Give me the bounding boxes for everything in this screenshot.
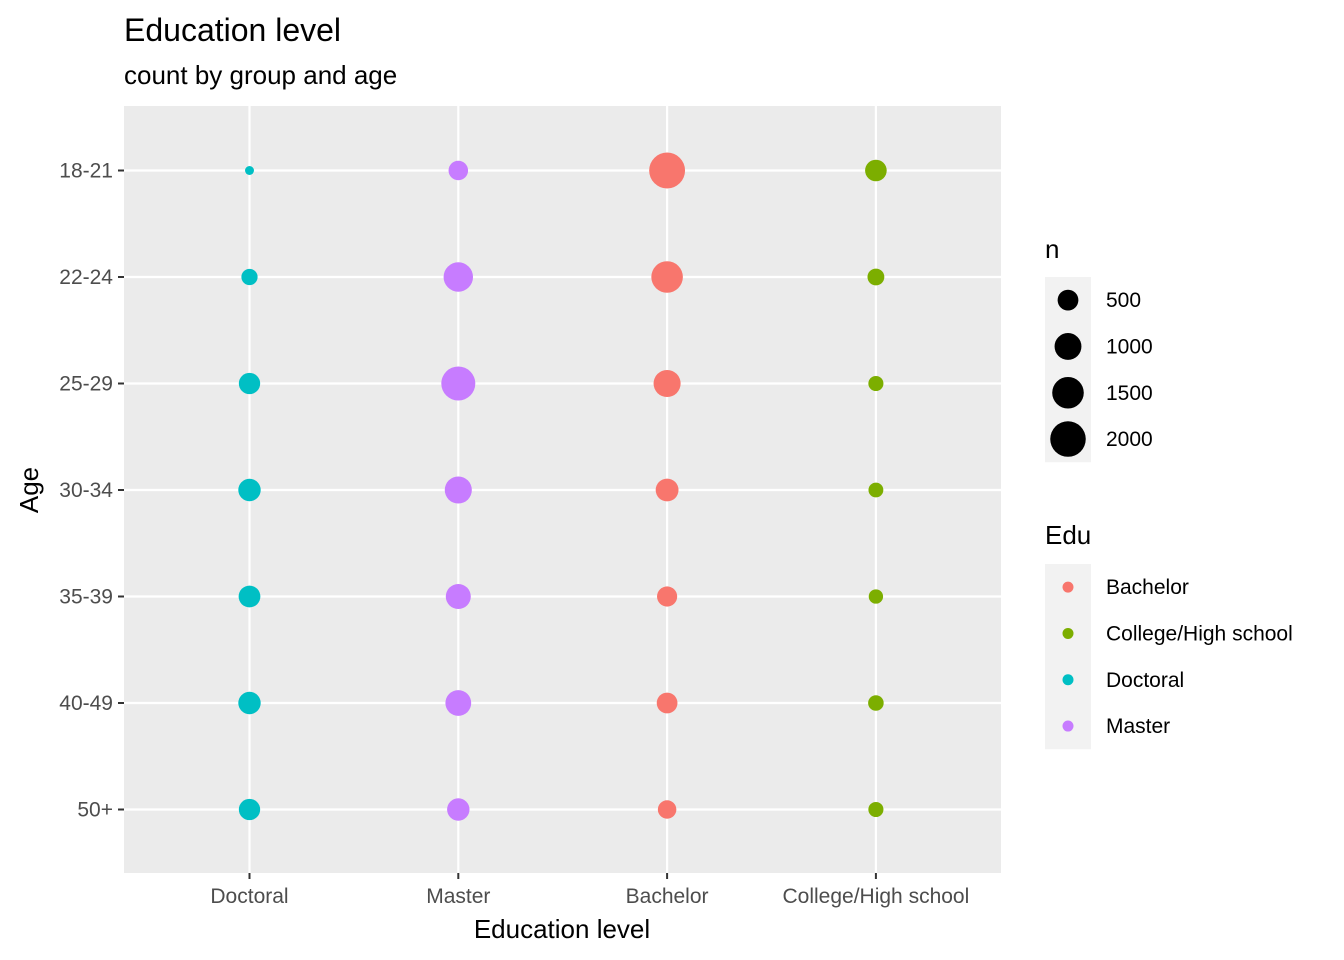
data-point (868, 695, 884, 711)
data-point (444, 476, 472, 504)
data-point (657, 586, 678, 607)
data-point (238, 372, 261, 395)
data-point (448, 160, 469, 181)
x-tick-label: Doctoral (210, 885, 288, 908)
y-tick-label: 50+ (77, 799, 113, 822)
data-point (651, 261, 683, 293)
x-tick-label: College/High school (783, 885, 970, 908)
size-legend-label: 1500 (1106, 382, 1153, 405)
y-axis-title: Age (14, 467, 44, 513)
data-point (441, 366, 476, 401)
y-tick-label: 40-49 (59, 692, 113, 715)
y-tick-label: 25-29 (59, 373, 113, 396)
y-tick-label: 35-39 (59, 586, 113, 609)
data-point (868, 801, 884, 818)
chart-subtitle: count by group and age (124, 60, 397, 90)
size-legend-label: 500 (1106, 289, 1141, 312)
size-legend-title: n (1045, 234, 1059, 264)
color-legend-label: Doctoral (1106, 669, 1184, 692)
data-point (238, 798, 261, 821)
data-point (868, 375, 884, 392)
y-tick-label: 22-24 (59, 266, 113, 289)
data-point (241, 268, 258, 286)
x-tick-label: Bachelor (626, 885, 709, 908)
color-legend-key-background (1045, 564, 1091, 750)
color-legend: Bachelor College/High school Doctoral Maste… (1045, 564, 1293, 750)
data-point (657, 800, 677, 819)
size-legend: 500 1000 1500 2000 (1045, 277, 1153, 463)
data-point (868, 589, 884, 604)
color-legend-key (1062, 720, 1074, 732)
data-point (655, 478, 679, 502)
color-legend-key (1062, 627, 1074, 639)
data-point (653, 369, 681, 398)
data-point (447, 798, 470, 821)
data-point (868, 482, 884, 498)
size-legend-label: 2000 (1106, 428, 1153, 451)
size-legend-key (1052, 376, 1084, 409)
size-legend-key (1057, 289, 1079, 311)
color-legend-label: Master (1106, 715, 1170, 738)
data-point (245, 166, 254, 175)
y-tick-label: 30-34 (59, 479, 113, 502)
color-legend-label: Bachelor (1106, 576, 1189, 599)
chart-title: Education level (124, 12, 341, 48)
x-tick-label: Master (426, 885, 490, 908)
data-point (649, 152, 686, 189)
y-tick-label: 18-21 (59, 160, 113, 183)
color-legend-key (1062, 581, 1074, 593)
color-legend-title: Edu (1045, 520, 1091, 550)
data-point (445, 583, 471, 610)
data-point (867, 268, 885, 286)
data-point (865, 159, 887, 182)
size-legend-key (1054, 333, 1082, 360)
x-axis-title: Education level (474, 914, 650, 944)
data-point (445, 690, 472, 716)
data-point (443, 262, 474, 292)
x-axis: Doctoral Master Bachelor College/High schoo… (210, 873, 969, 908)
data-point (238, 478, 261, 502)
data-point (656, 692, 678, 714)
color-legend-label: College/High school (1106, 622, 1293, 645)
size-legend-label: 1000 (1106, 335, 1153, 358)
y-axis: 18-21 22-24 25-29 30-34 35-39 40-49 50+ (59, 160, 124, 822)
data-points (238, 152, 887, 821)
size-legend-key (1050, 421, 1086, 457)
data-point (238, 585, 261, 608)
data-point (238, 691, 261, 715)
color-legend-key (1062, 674, 1074, 686)
